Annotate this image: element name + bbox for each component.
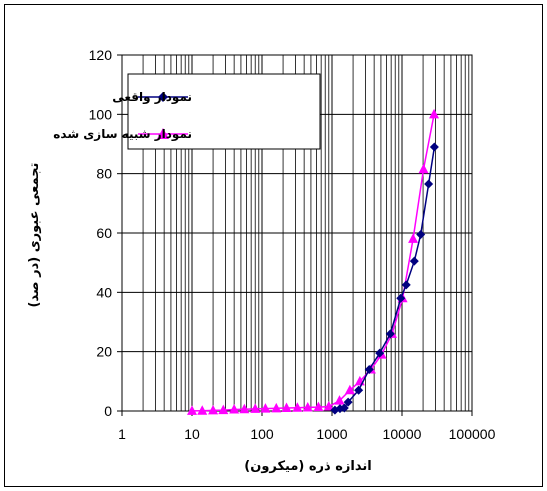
x-tick-label: 10 (184, 426, 200, 442)
y-axis-title: تجمعی عبوری (در صد) (27, 163, 42, 308)
data-point (424, 179, 434, 189)
series-line (191, 114, 435, 412)
series-actual (330, 142, 439, 415)
data-point (418, 163, 429, 174)
y-tick-label: 100 (89, 106, 113, 122)
x-tick-label: 10000 (383, 426, 422, 442)
y-axis-ticks: 0 20 40 60 80 100 120 (89, 47, 122, 419)
data-point (250, 403, 261, 413)
x-tick-label: 1000 (316, 426, 347, 442)
x-tick-label: 1 (118, 426, 126, 442)
x-axis-ticks: 1 10 100 1000 10000 100000 (118, 411, 496, 442)
data-point (416, 229, 426, 239)
data-point (302, 401, 313, 412)
series-layer (187, 108, 440, 415)
data-point (323, 401, 334, 411)
x-axis-title: اندازه ذره (میکرون) (244, 459, 371, 474)
data-point (339, 403, 349, 413)
x-tick-label: 100000 (449, 426, 496, 442)
y-tick-label: 40 (96, 284, 112, 300)
data-point (197, 405, 208, 415)
y-tick-label: 20 (96, 344, 112, 360)
x-tick-label: 100 (250, 426, 274, 442)
data-point (260, 403, 271, 413)
data-point (364, 364, 374, 374)
data-point (313, 401, 324, 412)
data-point (385, 329, 395, 339)
data-point (343, 397, 353, 407)
data-point (281, 402, 292, 413)
data-point (229, 404, 240, 414)
data-point (354, 385, 364, 395)
y-tick-label: 0 (104, 403, 112, 419)
data-point (375, 348, 385, 358)
series-simulated (187, 108, 440, 415)
series-line (334, 146, 436, 411)
data-point (429, 142, 439, 152)
data-point (429, 108, 440, 119)
data-point (218, 404, 229, 415)
data-point (401, 280, 411, 290)
data-point (187, 405, 197, 415)
data-point (208, 404, 219, 415)
y-tick-label: 60 (96, 225, 112, 241)
legend-label-actual: نمودار واقعی (112, 90, 192, 105)
data-point (239, 403, 250, 414)
legend: نمودار واقعی نمودار شبیه سازی شده (53, 73, 321, 150)
data-point (334, 395, 345, 405)
data-point (344, 384, 355, 395)
data-point (292, 402, 303, 412)
legend-marker-simulated (157, 128, 169, 139)
data-point (396, 293, 406, 303)
legend-marker-actual (158, 92, 168, 102)
y-tick-label: 80 (96, 166, 112, 182)
data-point (271, 402, 282, 413)
legend-label-simulated: نمودار شبیه سازی شده (53, 127, 192, 142)
y-tick-label: 120 (89, 47, 113, 63)
data-point (408, 233, 419, 243)
data-point (409, 256, 419, 266)
